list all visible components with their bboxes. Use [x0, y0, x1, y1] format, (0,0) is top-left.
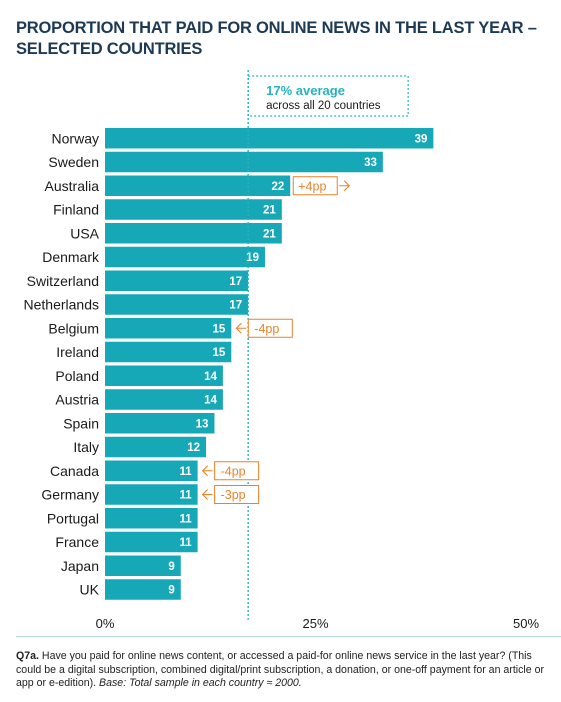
- chart-title: PROPORTION THAT PAID FOR ONLINE NEWS IN …: [16, 19, 537, 58]
- category-label: Portugal: [47, 510, 99, 526]
- data-label: 11: [179, 466, 192, 478]
- bar: [105, 223, 282, 244]
- arrow-right-icon: [339, 180, 351, 192]
- bar: [105, 199, 282, 220]
- footnote: Q7a. Have you paid for online news conte…: [16, 650, 556, 691]
- bar: [105, 436, 207, 458]
- annotation-box: [247, 318, 293, 338]
- category-label: Austria: [55, 392, 99, 408]
- category-label: Ireland: [56, 344, 99, 360]
- x-tick-label: 50%: [513, 616, 539, 631]
- category-label: Italy: [73, 439, 99, 455]
- category-label: Belgium: [48, 320, 99, 336]
- x-tick-label: 25%: [302, 616, 328, 631]
- data-label: 15: [213, 347, 226, 359]
- annotation: -3pp: [201, 485, 260, 504]
- bar: [105, 531, 198, 553]
- data-label: 12: [187, 442, 200, 454]
- bar: [105, 365, 223, 386]
- data-label: 11: [179, 537, 192, 549]
- arrow-left-icon: [201, 489, 213, 500]
- bar: [105, 460, 198, 481]
- annotation-box: [214, 461, 260, 481]
- bar: [105, 579, 181, 600]
- category-label: Sweden: [48, 154, 99, 170]
- annotation-text: +4pp: [298, 179, 326, 193]
- average-callout-box: [247, 75, 409, 117]
- bars-layer: Norway 39 Sweden 33 Australia 22 Finland 21 USA 2…: [24, 128, 434, 600]
- bar: [105, 484, 198, 505]
- footnote-divider: [16, 636, 561, 637]
- data-label: 11: [179, 513, 192, 525]
- data-label: 14: [204, 371, 217, 383]
- annotation-box: [292, 176, 338, 196]
- average-reference: 17% average across all 20 countries: [247, 70, 409, 620]
- bar: [105, 413, 215, 434]
- data-label: 19: [246, 252, 259, 264]
- data-label: 39: [415, 133, 428, 145]
- category-label: USA: [70, 225, 99, 241]
- bar: [105, 246, 265, 268]
- category-label: Japan: [61, 558, 99, 574]
- bar: [105, 341, 232, 363]
- bar: [105, 175, 291, 196]
- data-label: 17: [229, 276, 242, 288]
- footnote-question: Q7a.: [16, 650, 39, 662]
- annotation-text: -3pp: [221, 488, 246, 502]
- category-label: Spain: [63, 415, 99, 431]
- annotation-text: -4pp: [221, 464, 246, 478]
- data-label: 33: [364, 157, 377, 169]
- category-label: Poland: [55, 368, 99, 384]
- data-label: 9: [168, 561, 174, 573]
- category-label: France: [55, 534, 99, 550]
- bar-chart: Norway 39 Sweden 33 Australia 22 Finland 21 USA 2…: [24, 70, 540, 631]
- category-label: Germany: [41, 487, 99, 503]
- bar: [105, 555, 181, 576]
- data-label: 17: [229, 300, 242, 312]
- data-label: 14: [204, 395, 217, 407]
- data-label: 15: [213, 323, 226, 335]
- annotation: +4pp: [292, 176, 351, 196]
- bar: [105, 270, 249, 291]
- annotations-layer: +4pp -4pp -4pp -3pp: [201, 176, 351, 504]
- annotation: -4pp: [201, 461, 260, 481]
- category-label: Switzerland: [27, 273, 99, 289]
- bar: [105, 389, 223, 410]
- category-label: UK: [80, 582, 100, 598]
- x-tick-label: 0%: [96, 616, 115, 631]
- data-label: 21: [263, 228, 276, 240]
- arrow-left-icon: [235, 322, 247, 334]
- bar: [105, 294, 249, 315]
- annotation-text: -4pp: [254, 322, 279, 336]
- bar: [105, 508, 198, 529]
- footnote-text: Have you paid for online news content, o…: [16, 650, 545, 689]
- average-value: 17%: [266, 83, 292, 98]
- x-axis: 0% 25% 50%: [96, 616, 540, 631]
- footnote-base: Base: Total sample in each country ≈ 200…: [99, 677, 302, 689]
- category-label: Australia: [45, 178, 100, 194]
- annotation: -4pp: [235, 318, 293, 338]
- data-label: 21: [263, 205, 276, 217]
- average-callout-value: 17% average: [266, 83, 345, 98]
- category-label: Denmark: [42, 249, 100, 265]
- bar: [105, 318, 232, 339]
- arrow-left-icon: [201, 465, 213, 477]
- bar: [105, 151, 383, 173]
- annotation-box: [214, 485, 260, 504]
- data-label: 22: [271, 181, 284, 193]
- average-suffix: average: [292, 83, 345, 98]
- category-label: Norway: [52, 130, 99, 146]
- category-label: Canada: [50, 463, 99, 479]
- data-label: 9: [168, 585, 174, 597]
- category-label: Netherlands: [24, 297, 100, 313]
- bar: [105, 128, 434, 149]
- data-label: 13: [196, 418, 209, 430]
- average-callout-subtext: across all 20 countries: [266, 100, 381, 112]
- category-label: Finland: [53, 202, 99, 218]
- data-label: 11: [179, 490, 192, 502]
